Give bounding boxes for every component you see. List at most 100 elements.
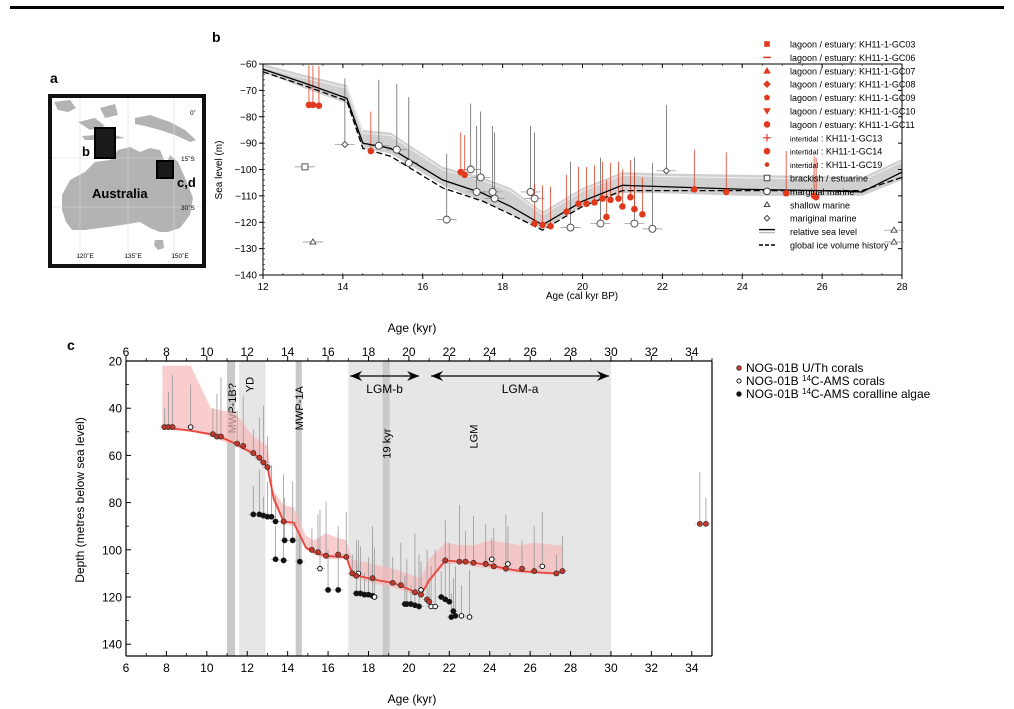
- uth-coral-point: [442, 557, 449, 564]
- uth-coral-point: [490, 563, 497, 570]
- uth-coral-point: [519, 565, 525, 572]
- legend-marker: [763, 67, 771, 74]
- x-tick-label-top: 28: [564, 345, 578, 359]
- x-tick-label-top: 26: [523, 345, 537, 359]
- uth-coral-point: [353, 572, 360, 579]
- annotation-lgm-b: LGM-b: [366, 382, 403, 396]
- x-tick-label: 28: [564, 661, 578, 675]
- ams-coral-point: [418, 587, 424, 593]
- y-tick-label: −80: [240, 112, 257, 123]
- panel-b-legend: lagoon / estuary: KH11-1-GC03 lagoon / es…: [759, 40, 915, 251]
- lon-label: 120˚E: [76, 252, 94, 260]
- legend-marker: [763, 94, 771, 101]
- x-tick-label: 28: [896, 282, 908, 293]
- legend-marker-ams: [736, 378, 742, 384]
- x-tick-label: 26: [523, 661, 537, 675]
- legend-label: intertidal : KH11-1-GC19: [790, 160, 882, 170]
- uth-coral-point: [260, 459, 267, 466]
- legend-marker-algae: [736, 391, 742, 397]
- panel-a-label: a: [50, 70, 58, 86]
- data-point: [476, 173, 485, 182]
- y-tick-label: 80: [109, 496, 123, 510]
- x-tick-label-top: 6: [123, 345, 130, 359]
- lon-label: 150˚E: [171, 252, 189, 260]
- legend-label: NOG-01B U/Th corals: [746, 361, 863, 375]
- legend-label: lagoon / estuary: KH11-1-GC09: [790, 93, 915, 103]
- legend-marker: [763, 147, 771, 155]
- ams-coral-point: [539, 563, 546, 570]
- data-point: [639, 211, 646, 218]
- legend-label: NOG-01B 14C-AMS corals: [746, 374, 885, 388]
- x-tick-label: 18: [497, 282, 509, 293]
- data-point: [461, 171, 468, 179]
- legend-label: lagoon / estuary: KH11-1-GC03: [790, 40, 915, 50]
- y-tick-label: −60: [240, 60, 257, 71]
- uth-coral-point: [335, 551, 342, 558]
- algae-point: [250, 511, 257, 518]
- legend-marker: [763, 134, 771, 142]
- panel-c-label: c: [67, 337, 75, 353]
- data-point: [488, 187, 497, 196]
- x-tick-label: 8: [163, 661, 170, 675]
- legend-label: lagoon / estuary: KH11-1-GC06: [790, 53, 915, 63]
- arrow-head-right: [407, 371, 420, 381]
- data-point: [722, 188, 730, 196]
- shaded-interval-19-kyr: [382, 361, 390, 656]
- legend-marker: [763, 187, 771, 196]
- algae-point: [289, 537, 296, 544]
- y-tick-label: −100: [234, 165, 257, 176]
- legend-label: shallow marine: [790, 200, 850, 210]
- annotation-lgm-a: LGM-a: [502, 382, 539, 396]
- algae-point: [272, 556, 279, 563]
- legend-label: lagoon / estuary: KH11-1-GC10: [790, 107, 915, 117]
- data-point: [619, 203, 626, 210]
- algae-point: [268, 513, 275, 520]
- legend-label: relative sea level: [790, 227, 857, 237]
- data-point: [583, 200, 590, 208]
- uth-coral-point: [456, 558, 463, 565]
- uth-coral-point: [264, 464, 271, 471]
- x-tick-label: 10: [200, 661, 214, 675]
- uth-coral-point: [240, 443, 247, 449]
- uth-coral-point: [397, 582, 404, 589]
- ams-coral-point: [187, 424, 194, 430]
- panel-b-ylabel: Sea level (m): [214, 141, 225, 200]
- legend-marker: [763, 108, 771, 115]
- uth-coral-point: [315, 549, 321, 556]
- data-point: [890, 226, 898, 233]
- uth-coral-point: [250, 450, 257, 456]
- ams-coral-point: [505, 561, 511, 567]
- data-point: [607, 196, 614, 204]
- y-tick-label: −140: [234, 271, 257, 282]
- x-tick-label-top: 14: [281, 345, 295, 359]
- uth-coral-point: [234, 440, 241, 447]
- ams-coral-point: [488, 556, 495, 562]
- data-point: [392, 145, 401, 154]
- legend-label: lagoon / estuary: KH11-1-GC08: [790, 80, 915, 90]
- arrow-head-left: [431, 371, 444, 381]
- ams-coral-point: [466, 614, 473, 620]
- x-tick-label: 24: [737, 282, 749, 293]
- legend-marker-uth: [736, 365, 742, 371]
- x-tick-label-top: 32: [645, 345, 659, 359]
- data-point: [627, 193, 634, 201]
- data-point: [631, 205, 638, 213]
- site-box-b: [94, 127, 116, 159]
- y-tick-label: 140: [102, 638, 122, 652]
- uth-coral-point: [703, 520, 709, 527]
- global-ice-volume-line: [262, 71, 903, 231]
- y-tick-label: 40: [109, 402, 123, 416]
- legend-label: lagoon / estuary: KH11-1-GC11: [790, 120, 915, 130]
- x-tick-label: 6: [123, 661, 130, 675]
- relative-sea-level-line: [262, 68, 903, 226]
- site-label-b: b: [82, 144, 90, 159]
- x-tick-label-top: 16: [321, 345, 335, 359]
- uth-coral-point: [418, 591, 424, 598]
- figure-top-rule: [10, 6, 1004, 9]
- x-tick-label: 16: [321, 661, 335, 675]
- site-label-cd: c,d: [177, 175, 196, 190]
- data-point: [890, 238, 898, 245]
- uth-coral-point: [559, 568, 566, 574]
- uth-coral-point: [280, 518, 287, 525]
- x-tick-label-top: 22: [443, 345, 457, 359]
